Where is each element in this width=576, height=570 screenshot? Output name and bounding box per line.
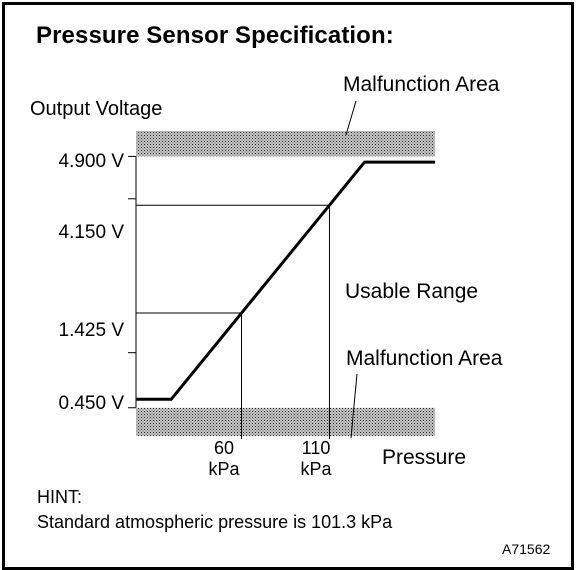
malfunction-band-bottom [136,407,435,436]
y-axis-label: Output Voltage [30,98,163,120]
y-tick-label-0450: 0.450 V [58,393,125,414]
chart-title: Pressure Sensor Specification: [36,22,394,49]
x-tick-unit: kPa [208,459,240,479]
y-tick-label-1425: 1.425 V [58,320,125,341]
x-tick-label-60: 60 kPa [194,438,254,480]
y-tick-label-4900: 4.900 V [58,151,125,172]
x-tick-value: 110 [301,438,331,458]
x-tick-unit: kPa [300,459,332,479]
malfunction-top-leader [345,100,357,136]
sensor-output-line [136,160,435,401]
hint-text: Standard atmospheric pressure is 101.3 k… [37,512,393,532]
x-axis-label: Pressure [382,446,467,469]
y-tick-label-4150: 4.150 V [58,222,125,243]
malfunction-bottom-leader [350,373,358,439]
hint-heading: HINT: [37,487,82,507]
malfunction-band-top [136,131,435,157]
malfunction-area-bottom-label: Malfunction Area [346,347,503,370]
usable-range-label: Usable Range [345,280,479,303]
x-tick-value: 60 [213,438,235,458]
x-tick-label-110: 110 kPa [286,438,346,480]
figure-id: A71562 [502,541,551,557]
malfunction-area-top-label: Malfunction Area [343,73,500,96]
